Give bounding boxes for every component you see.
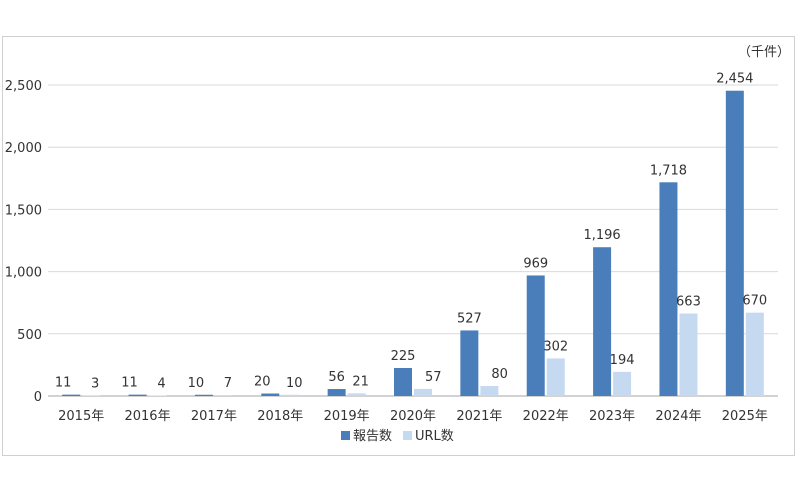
bar-reports (460, 330, 479, 396)
data-label-urls: 7 (224, 376, 232, 391)
unit-label: （千件） (738, 45, 790, 60)
data-label-urls: 194 (610, 353, 635, 368)
data-label-urls: 21 (352, 374, 369, 389)
data-label-reports: 10 (188, 376, 205, 391)
y-tick-label: 1,500 (5, 203, 42, 218)
bar-reports (128, 394, 147, 396)
data-label-reports: 527 (457, 311, 482, 326)
data-label-reports: 11 (121, 376, 138, 391)
y-tick-label: 1,000 (5, 266, 42, 281)
data-label-reports: 11 (55, 376, 72, 391)
data-labels: 11 3 11 4 10 7 20 10 56 21 225 57 527 80 969 302 1,196 19… (55, 72, 767, 392)
x-tick-label: 2015年 (58, 409, 104, 424)
legend-swatch-urls (403, 431, 412, 440)
bar-urls (613, 371, 632, 396)
x-tick-label: 2025年 (722, 409, 768, 424)
bar-reports (394, 368, 412, 396)
legend-label-reports: 報告数 (353, 429, 392, 444)
bar-reports (593, 247, 612, 396)
legend-label-urls: URL数 (415, 429, 454, 444)
data-label-urls: 670 (742, 294, 767, 309)
data-label-urls: 4 (157, 377, 165, 392)
data-label-urls: 3 (91, 377, 99, 392)
data-label-reports: 20 (254, 375, 271, 390)
x-tick-label: 2018年 (257, 409, 303, 424)
bar-reports (261, 393, 280, 396)
bar-urls (214, 395, 233, 396)
bar-urls (480, 386, 499, 396)
bar-urls (281, 394, 300, 396)
data-label-reports: 56 (328, 370, 345, 385)
legend: 報告数 URL数 (341, 429, 454, 444)
data-label-urls: 10 (286, 376, 303, 391)
data-label-reports: 1,196 (583, 228, 620, 243)
y-tick-label: 2,000 (5, 141, 42, 156)
data-label-reports: 1,718 (650, 163, 687, 178)
bar-urls (414, 388, 432, 396)
y-tick-label: 500 (17, 328, 42, 343)
bar-urls (546, 358, 565, 396)
bar-reports (62, 394, 81, 396)
bar-urls (745, 312, 764, 396)
bar-urls (347, 393, 366, 396)
data-label-reports: 225 (391, 349, 416, 364)
data-label-urls: 302 (543, 339, 568, 354)
bar-urls (679, 313, 698, 396)
x-tick-label: 2021年 (456, 409, 502, 424)
data-label-reports: 969 (523, 256, 548, 271)
bar-reports (526, 275, 545, 396)
bar-reports (194, 394, 213, 396)
bar-reports (659, 182, 678, 396)
x-axis: 2015年 2016年 2017年 2018年 2019年 2020年 2021年 2022年… (58, 409, 768, 424)
bar-reports (327, 389, 346, 396)
x-tick-label: 2023年 (589, 409, 635, 424)
gridlines (48, 84, 778, 397)
data-label-urls: 663 (676, 295, 701, 310)
x-tick-label: 2016年 (124, 409, 170, 424)
bars (62, 90, 764, 396)
x-tick-label: 2019年 (324, 409, 370, 424)
x-tick-label: 2022年 (523, 409, 569, 424)
x-tick-label: 2020年 (390, 409, 436, 424)
y-axis: 0 500 1,000 1,500 2,000 2,500 (5, 79, 42, 405)
bar-reports (725, 90, 744, 396)
data-label-reports: 2,454 (716, 72, 753, 87)
x-tick-label: 2024年 (655, 409, 701, 424)
data-label-urls: 57 (425, 370, 442, 385)
legend-swatch-reports (341, 431, 350, 440)
x-tick-label: 2017年 (191, 409, 237, 424)
y-tick-label: 2,500 (5, 79, 42, 94)
data-label-urls: 80 (491, 367, 508, 382)
y-tick-label: 0 (34, 390, 42, 405)
